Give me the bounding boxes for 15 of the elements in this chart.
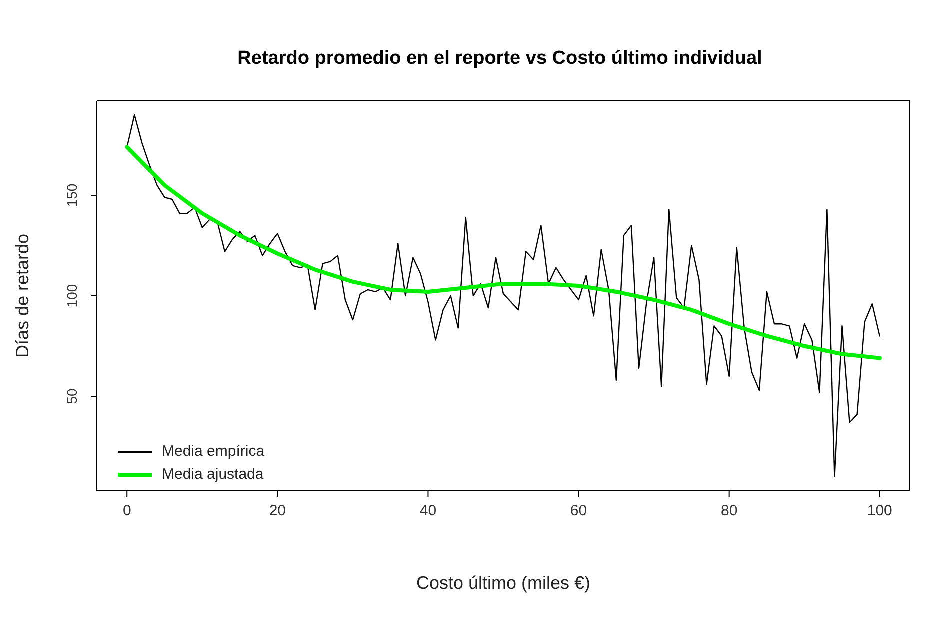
x-tick-label: 20	[269, 502, 286, 520]
y-tick-label: 150	[64, 184, 80, 208]
x-tick-label: 40	[420, 502, 437, 520]
x-tick-label: 80	[720, 502, 738, 520]
chart-title: Retardo promedio en el reporte vs Costo último individual	[236, 48, 764, 70]
legend-label: Media empírica	[162, 442, 265, 462]
x-tick-label: 0	[122, 502, 132, 520]
y-tick-label: 100	[64, 284, 80, 308]
x-tick-label: 100	[867, 502, 892, 520]
line-series	[125, 145, 882, 360]
legend-label: Media ajustada	[162, 465, 264, 485]
y-axis-title: Días de retardo	[12, 234, 32, 358]
y-tick-label: 50	[64, 388, 80, 404]
x-axis-title: Costo último (miles €)	[416, 573, 591, 593]
x-tick-label: 60	[570, 502, 588, 520]
